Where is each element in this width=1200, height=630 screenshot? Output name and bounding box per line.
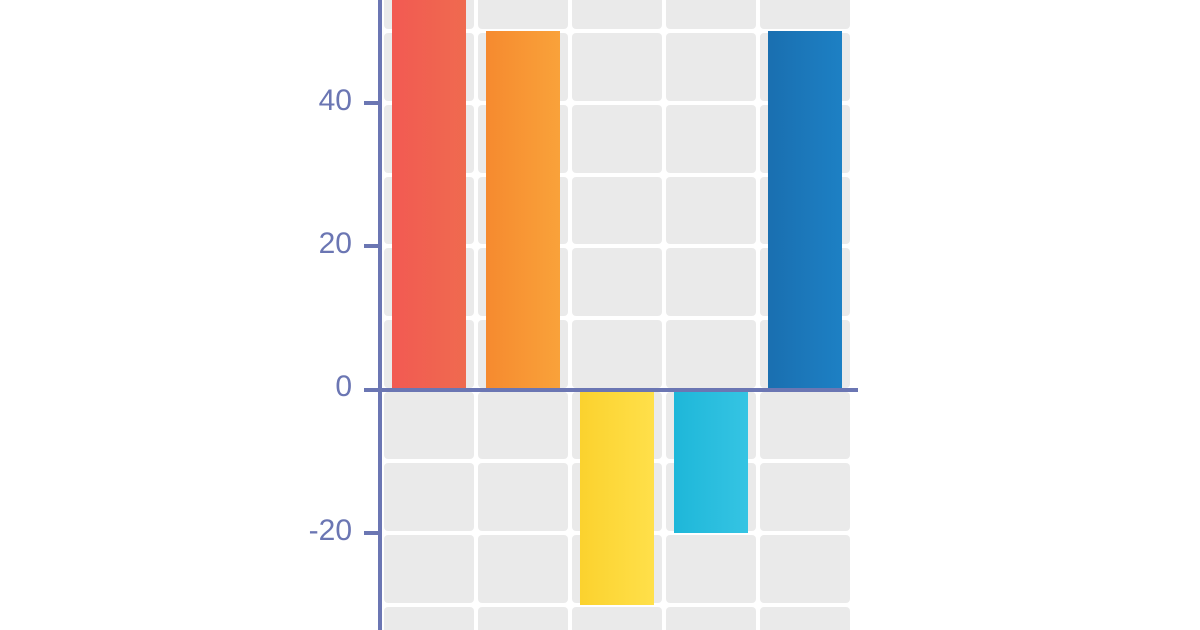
grid-cell [666, 105, 756, 173]
bar-4 [768, 31, 841, 389]
x-axis-zero-line [378, 388, 858, 392]
grid-cell [666, 33, 756, 101]
grid-cell [666, 0, 756, 29]
grid-cell [760, 392, 850, 460]
grid-cell [478, 392, 568, 460]
chart-viewport: 6040200-20-40-60 [0, 0, 1200, 630]
grid-cell [384, 535, 474, 603]
grid-cell [760, 463, 850, 531]
y-tick-label: 0 [262, 370, 352, 404]
grid-cell [572, 177, 662, 245]
grid-cell [666, 177, 756, 245]
grid-cell [760, 0, 850, 29]
grid-cell [666, 607, 756, 630]
grid-cell [478, 463, 568, 531]
grid-cell [666, 248, 756, 316]
bar-2 [580, 390, 653, 605]
grid-cell [572, 105, 662, 173]
grid-cell [572, 607, 662, 630]
y-tick [364, 101, 378, 105]
y-tick-label: 40 [262, 84, 352, 118]
grid-cell [760, 535, 850, 603]
grid-cell [572, 33, 662, 101]
y-tick [364, 244, 378, 248]
grid-cell [572, 320, 662, 388]
grid-cell [478, 0, 568, 29]
y-tick-label: 20 [262, 227, 352, 261]
plot-area: 6040200-20-40-60 [382, 0, 852, 630]
grid-cell [478, 607, 568, 630]
bar-1 [486, 31, 559, 389]
y-tick-label: -20 [262, 514, 352, 548]
y-tick [364, 531, 378, 535]
y-axis-line [378, 0, 382, 630]
grid-cell [666, 320, 756, 388]
grid-cell [384, 607, 474, 630]
bar-3 [674, 390, 747, 533]
grid-cell [384, 392, 474, 460]
grid-cell [666, 535, 756, 603]
grid-cell [572, 0, 662, 29]
y-tick [364, 388, 378, 392]
grid-cell [572, 248, 662, 316]
grid-cell [478, 535, 568, 603]
grid-cell [760, 607, 850, 630]
grid-cell [384, 463, 474, 531]
bar-0 [392, 0, 465, 390]
